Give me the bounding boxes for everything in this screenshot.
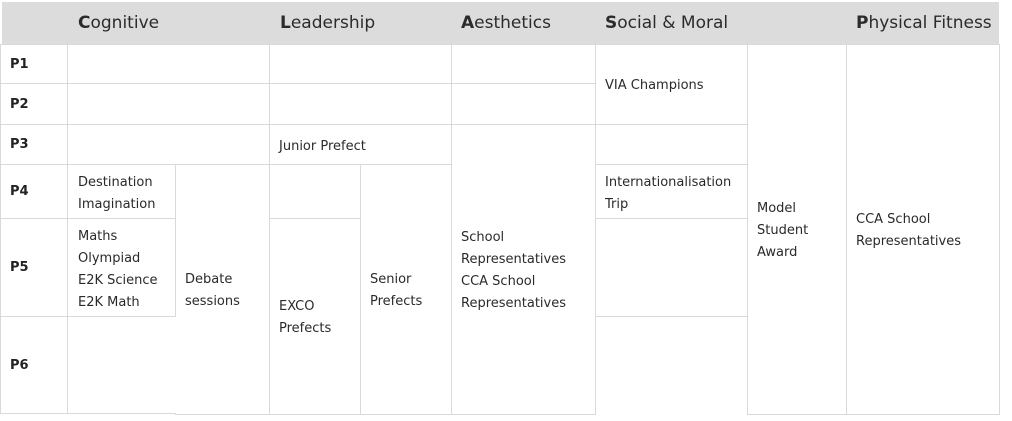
header-cognitive-initial: C (78, 13, 91, 33)
destination-imagination-text: Destination Imagination (78, 175, 156, 212)
header-leadership-initial: L (280, 13, 291, 33)
cognitive-destination-cell (67, 164, 176, 219)
row-label-p3: P3 (10, 137, 29, 152)
header-aesthetics-initial: A (461, 13, 475, 33)
header-leadership-rest: eadership (290, 13, 376, 33)
leadership-senior-cell (360, 164, 452, 415)
leadership-p1-cell (269, 44, 452, 84)
physical-reps-text: CCA School Representatives (856, 212, 962, 249)
via-champions-text: VIA Champions (605, 78, 704, 93)
cognitive-p1-cell (67, 44, 270, 84)
row-label-p4: P4 (10, 184, 29, 199)
header-aesthetics-rest: esthetics (474, 13, 551, 33)
row-cell-p4 (0, 164, 68, 219)
social-trip-cell (595, 164, 748, 219)
cognitive-p2-cell (67, 83, 270, 125)
model-student-award-text: Model Student Award (757, 201, 809, 260)
social-p5-cell (595, 218, 748, 317)
row-label-p1: P1 (10, 56, 29, 72)
model-student-cell (747, 44, 847, 415)
maths-olympiad-text: Maths Olympiad E2K Science E2K Math (78, 229, 158, 310)
senior-prefects-text: Senior Prefects (370, 272, 423, 309)
aesthetics-p2-cell (451, 83, 596, 125)
row-cell-p3 (0, 124, 68, 165)
junior-prefect-text: Junior Prefect (279, 139, 366, 154)
leadership-exco-cell (269, 218, 361, 415)
row-cell-p1 (0, 44, 68, 84)
header-physical-fitness-rest: hysical Fitness (868, 13, 992, 33)
aesthetics-reps-cell (451, 124, 596, 415)
cognitive-debate-cell (175, 164, 270, 415)
header-social-moral-initial: S (605, 13, 618, 33)
social-p3-cell (595, 124, 748, 165)
row-label-p5: P5 (10, 260, 29, 275)
header-physical-fitness-initial: P (856, 13, 869, 33)
exco-prefects-text: EXCO Prefects (279, 299, 332, 336)
cognitive-p3-cell (67, 124, 270, 165)
internationalisation-trip-text: Internationalisation Trip (605, 175, 732, 212)
cognitive-p6-cell (67, 316, 176, 414)
leadership-p4-cell (269, 164, 361, 219)
table-header (2, 2, 999, 44)
aesthetics-reps-text: School Representatives CCA School Repres… (461, 230, 567, 311)
row-label-p6: P6 (10, 357, 29, 373)
header-social-moral-rest: ocial & Moral (617, 13, 729, 33)
leadership-p2-cell (269, 83, 452, 125)
debate-sessions-text: Debate sessions (185, 272, 240, 309)
physical-fitness-cell (846, 44, 1000, 415)
row-cell-p5 (0, 218, 68, 317)
aesthetics-p1-cell (451, 44, 596, 84)
header-cognitive-rest: ognitive (90, 13, 160, 33)
row-cell-p6 (0, 316, 68, 414)
row-label-p2: P2 (10, 96, 29, 112)
cognitive-olympiad-cell (67, 218, 176, 317)
